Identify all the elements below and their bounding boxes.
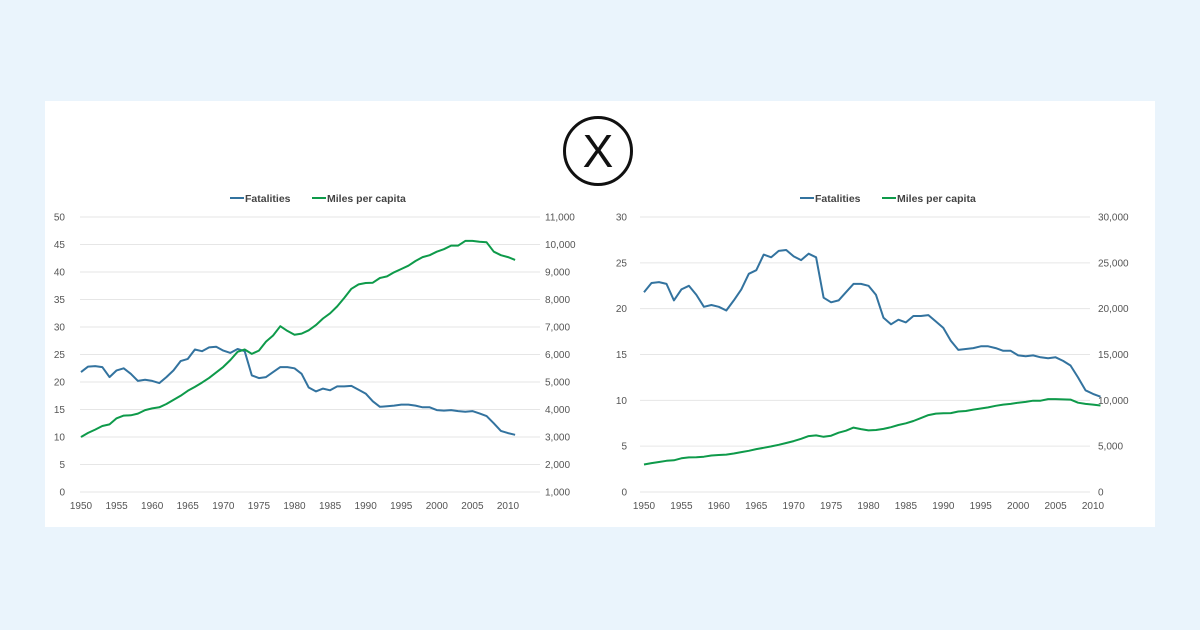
y-right-tick-label: 5,000	[545, 378, 570, 389]
x-symbol: X	[582, 125, 614, 177]
y-left-tick-label: 0	[59, 488, 65, 499]
y-left-tick-label: 35	[54, 295, 66, 306]
y-left-tick-label: 20	[54, 378, 66, 389]
miles-per-capita-line	[643, 398, 1101, 466]
x-tick-label: 1965	[745, 501, 768, 512]
y-right-tick-label: 20,000	[1098, 304, 1129, 315]
x-tick-label: 1985	[895, 501, 918, 512]
x-tick-label: 1960	[708, 501, 731, 512]
x-tick-label: 1980	[857, 501, 880, 512]
y-right-tick-label: 25,000	[1098, 258, 1129, 269]
x-tick-label: 1970	[783, 501, 806, 512]
x-tick-label: 2000	[426, 501, 449, 512]
y-right-tick-label: 7,000	[545, 323, 570, 334]
y-left-tick-label: 5	[59, 460, 65, 471]
x-tick-label: 2010	[1082, 501, 1105, 512]
fatalities-line	[643, 249, 1101, 398]
fatalities-line	[80, 345, 516, 436]
y-right-tick-label: 0	[1098, 488, 1104, 499]
y-left-tick-label: 15	[616, 350, 628, 361]
x-tick-label: 1950	[633, 501, 656, 512]
y-right-tick-label: 3,000	[545, 433, 570, 444]
y-left-tick-label: 25	[54, 350, 66, 361]
y-left-tick-label: 10	[54, 433, 66, 444]
y-left-tick-label: 20	[616, 304, 628, 315]
y-right-tick-label: 30,000	[1098, 213, 1129, 224]
x-circle-logo: X	[563, 116, 633, 186]
x-tick-label: 1960	[141, 501, 164, 512]
y-left-tick-label: 5	[621, 442, 627, 453]
x-tick-label: 1955	[105, 501, 128, 512]
y-right-tick-label: 10,000	[545, 240, 576, 251]
legend-label: Miles per capita	[327, 193, 406, 205]
y-right-tick-label: 11,000	[545, 213, 575, 224]
miles-per-capita-line	[80, 239, 516, 438]
y-right-tick-label: 15,000	[1098, 350, 1129, 361]
y-right-tick-label: 5,000	[1098, 442, 1123, 453]
y-right-tick-label: 1,000	[545, 488, 570, 499]
y-left-tick-label: 45	[54, 240, 66, 251]
y-left-tick-label: 15	[54, 405, 66, 416]
y-right-tick-label: 10,000	[1098, 396, 1129, 407]
x-tick-label: 1950	[70, 501, 93, 512]
x-tick-label: 1995	[970, 501, 993, 512]
x-tick-label: 1980	[283, 501, 306, 512]
y-right-tick-label: 9,000	[545, 268, 570, 279]
legend-label: Miles per capita	[897, 193, 976, 205]
y-left-tick-label: 40	[54, 268, 66, 279]
x-tick-label: 1990	[932, 501, 955, 512]
y-left-tick-label: 0	[621, 488, 627, 499]
x-tick-label: 2010	[497, 501, 520, 512]
y-right-tick-label: 8,000	[545, 295, 570, 306]
legend-label: Fatalities	[815, 193, 861, 205]
y-left-tick-label: 10	[616, 396, 628, 407]
x-tick-label: 1985	[319, 501, 342, 512]
x-tick-label: 2005	[1044, 501, 1067, 512]
y-left-tick-label: 30	[616, 213, 628, 224]
legend-label: Fatalities	[245, 193, 291, 205]
x-tick-label: 2005	[461, 501, 484, 512]
x-tick-label: 2000	[1007, 501, 1030, 512]
x-tick-label: 1970	[212, 501, 235, 512]
x-tick-label: 1965	[177, 501, 200, 512]
y-right-tick-label: 6,000	[545, 350, 570, 361]
y-left-tick-label: 25	[616, 258, 628, 269]
x-tick-label: 1975	[820, 501, 843, 512]
y-left-tick-label: 30	[54, 323, 66, 334]
y-right-tick-label: 2,000	[545, 460, 570, 471]
y-right-tick-label: 4,000	[545, 405, 570, 416]
x-tick-label: 1990	[355, 501, 378, 512]
x-tick-label: 1955	[670, 501, 693, 512]
x-tick-label: 1995	[390, 501, 413, 512]
y-left-tick-label: 50	[54, 213, 66, 224]
x-tick-label: 1975	[248, 501, 271, 512]
